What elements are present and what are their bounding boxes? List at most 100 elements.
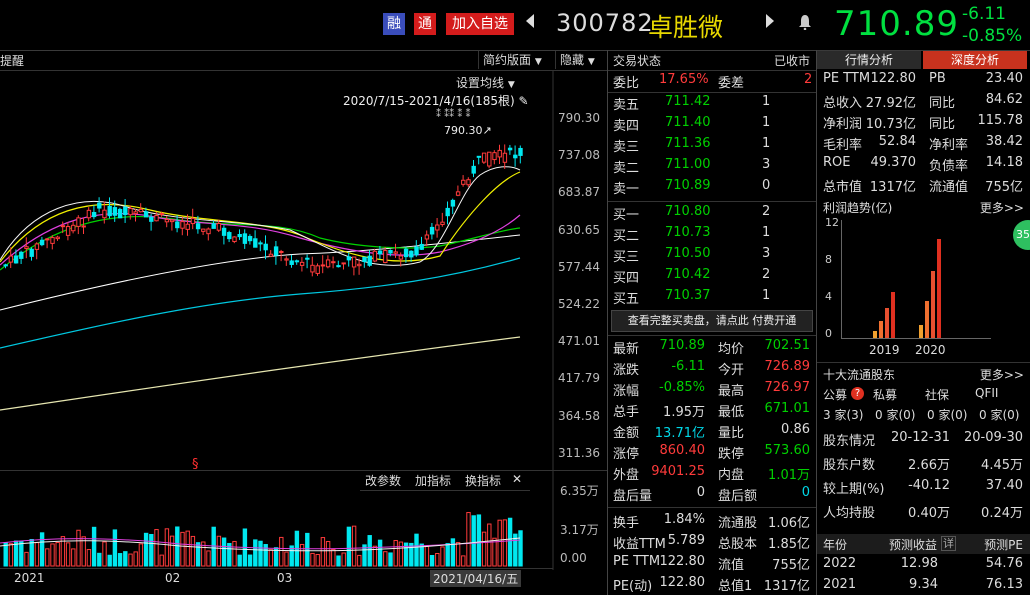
tab-market-analysis[interactable]: 行情分析 xyxy=(817,51,921,69)
prev-stock-icon[interactable] xyxy=(526,14,534,28)
forecast-detail-tag[interactable]: 详 xyxy=(941,536,956,551)
close-icon[interactable]: ✕ xyxy=(512,472,523,486)
quote-label: 收益TTM xyxy=(613,537,666,552)
bell-icon[interactable] xyxy=(799,14,811,31)
quote-value: 0.86 xyxy=(781,422,810,437)
quote-label: 盘后额 xyxy=(718,489,758,504)
change-param-button[interactable]: 改参数 xyxy=(365,474,402,488)
high-marker-text: 790.30↗ xyxy=(444,124,492,137)
forecast-header-bg xyxy=(817,534,1030,554)
profit-axis-label: 0 xyxy=(825,327,832,340)
holder-info-value: 20-09-30 xyxy=(963,430,1023,445)
ask-price: 711.40 xyxy=(665,115,711,130)
bid-label: 买一 xyxy=(613,208,640,223)
connect-tag[interactable]: 通 xyxy=(414,13,436,35)
upgrade-promo-button[interactable]: 查看完整买卖盘，请点此 付费开通 xyxy=(611,310,813,332)
volume-bar xyxy=(24,551,29,567)
simple-layout-label: 简约版面 xyxy=(483,53,532,67)
hide-button[interactable]: 隐藏 ▼ xyxy=(555,51,599,69)
candle-body xyxy=(393,251,398,254)
switch-indicator-button[interactable]: 换指标 xyxy=(465,474,502,488)
profit-bar xyxy=(885,308,889,338)
candle-body xyxy=(190,217,196,225)
quote-value: 1.85亿 xyxy=(768,537,810,552)
dropdown-icon: ▼ xyxy=(534,57,542,67)
candle-body xyxy=(351,256,357,268)
volume-bar xyxy=(513,533,518,567)
simple-layout-button[interactable]: 简约版面 ▼ xyxy=(478,51,546,69)
metric-value: 38.42 xyxy=(985,134,1023,149)
volume-bar xyxy=(159,554,164,567)
volume-bar xyxy=(76,529,81,567)
ma-setting-button[interactable]: 设置均线 ▼ xyxy=(456,74,515,91)
holder-info-value: 37.40 xyxy=(985,478,1023,493)
candle-body xyxy=(341,262,346,265)
last-price: 710.89 xyxy=(834,4,959,44)
next-stock-icon[interactable] xyxy=(766,14,774,28)
holder-type-tab[interactable]: 公募 xyxy=(823,388,848,402)
quote-label: PE TTM xyxy=(613,554,661,569)
candle-body xyxy=(466,179,471,186)
candle-body xyxy=(497,149,502,158)
forecast-eps-header: 预测收益 xyxy=(889,538,938,552)
volume-bar xyxy=(351,525,357,567)
volume-bar xyxy=(279,536,284,567)
profit-trend-title: 利润趋势(亿) xyxy=(823,201,893,215)
weicha-label: 委差 xyxy=(718,76,745,91)
quote-label: 最低 xyxy=(718,405,745,420)
add-watchlist-button[interactable]: 加入自选 xyxy=(446,13,514,35)
volume-bar xyxy=(289,545,294,567)
volume-bar xyxy=(507,517,513,567)
holder-type-tab[interactable]: 私募 xyxy=(873,388,898,402)
volume-bar xyxy=(3,542,8,567)
holder-type-tab[interactable]: QFII xyxy=(975,386,999,400)
ask-label: 卖四 xyxy=(613,119,640,134)
score-badge[interactable]: 35 xyxy=(1013,220,1030,250)
candle-body xyxy=(502,152,508,163)
candle-body xyxy=(24,246,29,249)
add-indicator-button[interactable]: 加指标 xyxy=(415,474,452,488)
pin-icon[interactable]: ✎ xyxy=(518,94,529,108)
alert-label[interactable]: 提醒 xyxy=(0,54,25,68)
volume-bar xyxy=(195,542,201,567)
quote-value: 726.97 xyxy=(764,380,811,395)
metric-label: 净利率 xyxy=(929,138,969,153)
candle-body xyxy=(123,206,128,216)
volume-bar xyxy=(258,540,263,567)
quote-label: 外盘 xyxy=(613,468,640,483)
candle-body xyxy=(398,255,404,260)
quote-label: 涨幅 xyxy=(613,384,640,399)
kline-chart[interactable]: 790.30↗ ⁑ ⁑⁑ ⁑ ⁑ § xyxy=(0,70,607,570)
holder-type-tab[interactable]: 社保 xyxy=(925,388,950,402)
margin-tag[interactable]: 融 xyxy=(383,13,405,35)
quote-value: 0 xyxy=(696,485,705,500)
ask-volume: 1 xyxy=(762,115,771,130)
help-icon[interactable]: ? xyxy=(851,387,864,400)
tab-depth-analysis[interactable]: 深度分析 xyxy=(923,51,1027,69)
candle-body xyxy=(263,243,268,251)
price-tick-label: 417.79 xyxy=(558,371,600,386)
candle-body xyxy=(216,222,222,231)
candle-body xyxy=(8,255,14,263)
volume-chart[interactable] xyxy=(0,488,553,568)
volume-bar xyxy=(419,543,424,567)
volume-bar xyxy=(211,526,216,567)
more-link[interactable]: 更多>> xyxy=(979,201,1024,215)
more-link[interactable]: 更多>> xyxy=(979,368,1024,382)
holder-count: 0 家(0) xyxy=(875,408,916,422)
volume-bar xyxy=(8,543,14,567)
ma-white-line xyxy=(0,234,521,311)
bid-volume: 2 xyxy=(762,267,771,282)
candle-body xyxy=(273,246,279,256)
candle-body xyxy=(253,238,258,248)
quote-label: 流值 xyxy=(718,558,745,573)
quote-value: 860.40 xyxy=(659,443,706,458)
divider xyxy=(816,50,817,595)
candle-body xyxy=(518,147,523,156)
candle-body xyxy=(221,227,227,236)
x-label-2021: 2021 xyxy=(14,571,45,585)
volume-bar xyxy=(221,537,227,567)
volume-bar xyxy=(487,523,492,567)
x-label-mar: 03 xyxy=(277,571,293,585)
volume-bar xyxy=(414,533,419,567)
